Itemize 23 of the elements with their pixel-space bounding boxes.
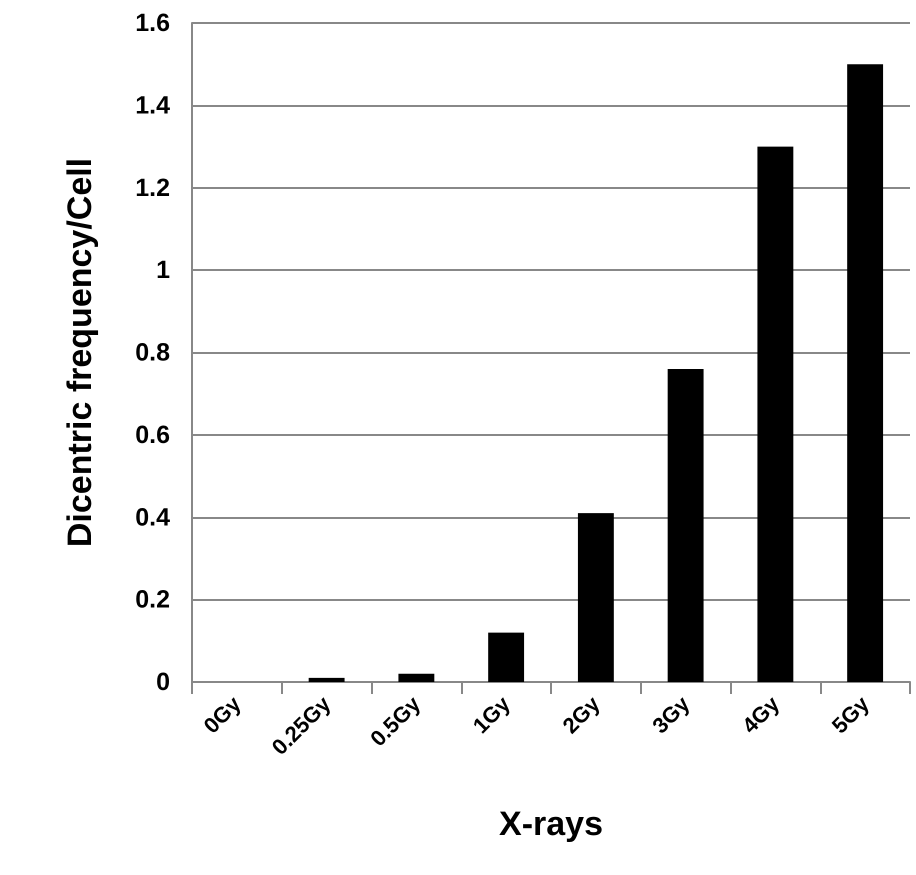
y-tick-label: 0.8 <box>135 338 170 366</box>
x-tick-label: 0Gy <box>198 690 246 738</box>
bar <box>308 678 345 682</box>
y-tick-label: 1.6 <box>135 9 170 37</box>
x-tick-label: 1Gy <box>468 690 516 738</box>
y-axis-title: Dicentric frequency/Cell <box>61 158 99 548</box>
x-axis-title: X-rays <box>499 805 603 843</box>
y-tick-label: 0.4 <box>135 503 170 532</box>
bar <box>488 632 524 682</box>
y-tick-label: 1.2 <box>135 174 170 202</box>
x-tick-label: 5Gy <box>826 690 875 738</box>
y-tick-label: 0.2 <box>135 586 170 614</box>
y-tick-label: 0 <box>156 668 170 696</box>
x-tick-label: 4Gy <box>737 690 785 738</box>
bar <box>398 674 434 682</box>
y-tick-label: 1 <box>156 256 170 284</box>
y-tick-label: 1.4 <box>135 91 170 120</box>
bar <box>757 146 794 682</box>
x-tick-label: 3Gy <box>647 690 696 738</box>
bar <box>847 64 884 682</box>
y-tick-label: 0.6 <box>135 420 170 449</box>
bar <box>578 513 614 682</box>
bar <box>668 368 704 682</box>
